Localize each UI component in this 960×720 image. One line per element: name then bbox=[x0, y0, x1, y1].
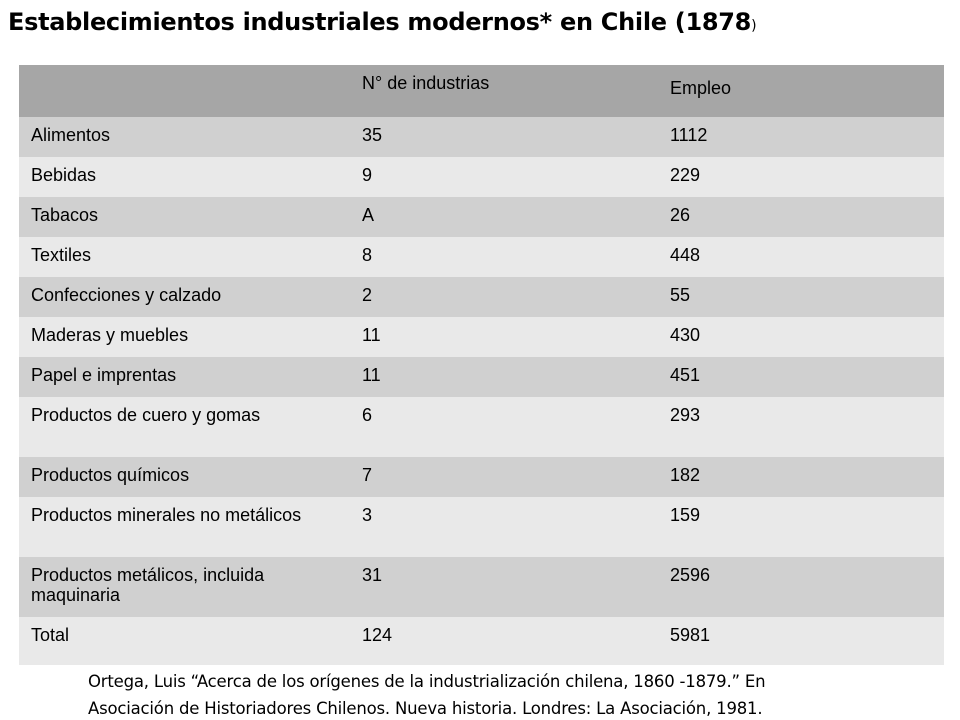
table-row: Bebidas 9 229 bbox=[19, 157, 944, 197]
table-row: Productos químicos 7 182 bbox=[19, 457, 944, 497]
source-citation: Ortega, Luis “Acerca de los orígenes de … bbox=[88, 668, 948, 720]
title-main: Establecimientos industriales modernos* … bbox=[8, 8, 686, 36]
cell-sector: Total bbox=[19, 617, 358, 665]
cell-sector: Confecciones y calzado bbox=[19, 277, 358, 317]
cell-empleo: 451 bbox=[666, 357, 944, 397]
table-row: Productos metálicos, incluida maquinaria… bbox=[19, 557, 944, 617]
header-sector bbox=[19, 65, 358, 117]
cell-industrias: 11 bbox=[358, 317, 666, 357]
cell-industrias: A bbox=[358, 197, 666, 237]
cell-industrias: 7 bbox=[358, 457, 666, 497]
cell-sector: Productos metálicos, incluida maquinaria bbox=[19, 557, 358, 617]
title-close-paren: ) bbox=[751, 18, 757, 34]
industries-table: N° de industrias Empleo Alimentos 35 111… bbox=[19, 65, 944, 665]
cell-sector: Maderas y muebles bbox=[19, 317, 358, 357]
table-row: Maderas y muebles 11 430 bbox=[19, 317, 944, 357]
table-row-total: Total 124 5981 bbox=[19, 617, 944, 665]
cell-sector: Tabacos bbox=[19, 197, 358, 237]
title-year: 1878 bbox=[685, 8, 752, 36]
table-row: Confecciones y calzado 2 55 bbox=[19, 277, 944, 317]
cell-empleo: 26 bbox=[666, 197, 944, 237]
citation-line: Ortega, Luis “Acerca de los orígenes de … bbox=[88, 672, 766, 691]
cell-empleo: 5981 bbox=[666, 617, 944, 665]
table-header-row: N° de industrias Empleo bbox=[19, 65, 944, 117]
table-row: Productos de cuero y gomas 6 293 bbox=[19, 397, 944, 457]
cell-industrias: 8 bbox=[358, 237, 666, 277]
cell-industrias: 35 bbox=[358, 117, 666, 157]
cell-sector: Productos químicos bbox=[19, 457, 358, 497]
cell-sector: Productos minerales no metálicos bbox=[19, 497, 358, 557]
cell-sector: Productos de cuero y gomas bbox=[19, 397, 358, 457]
page-title: Establecimientos industriales modernos* … bbox=[8, 8, 757, 36]
cell-sector: Alimentos bbox=[19, 117, 358, 157]
table-row: Papel e imprentas 11 451 bbox=[19, 357, 944, 397]
cell-empleo: 293 bbox=[666, 397, 944, 457]
table-row: Productos minerales no metálicos 3 159 bbox=[19, 497, 944, 557]
table-row: Tabacos A 26 bbox=[19, 197, 944, 237]
cell-sector: Papel e imprentas bbox=[19, 357, 358, 397]
cell-empleo: 182 bbox=[666, 457, 944, 497]
citation-line: Asociación de Historiadores Chilenos. Nu… bbox=[88, 699, 763, 718]
header-empleo: Empleo bbox=[666, 65, 944, 117]
cell-empleo: 55 bbox=[666, 277, 944, 317]
cell-empleo: 448 bbox=[666, 237, 944, 277]
cell-empleo: 159 bbox=[666, 497, 944, 557]
cell-industrias: 11 bbox=[358, 357, 666, 397]
cell-industrias: 6 bbox=[358, 397, 666, 457]
cell-industrias: 9 bbox=[358, 157, 666, 197]
cell-sector: Textiles bbox=[19, 237, 358, 277]
cell-empleo: 229 bbox=[666, 157, 944, 197]
cell-empleo: 2596 bbox=[666, 557, 944, 617]
cell-industrias: 2 bbox=[358, 277, 666, 317]
cell-empleo: 1112 bbox=[666, 117, 944, 157]
table-row: Textiles 8 448 bbox=[19, 237, 944, 277]
cell-empleo: 430 bbox=[666, 317, 944, 357]
cell-industrias: 124 bbox=[358, 617, 666, 665]
cell-sector: Bebidas bbox=[19, 157, 358, 197]
cell-industrias: 3 bbox=[358, 497, 666, 557]
table-row: Alimentos 35 1112 bbox=[19, 117, 944, 157]
header-industrias: N° de industrias bbox=[358, 65, 666, 117]
cell-industrias: 31 bbox=[358, 557, 666, 617]
